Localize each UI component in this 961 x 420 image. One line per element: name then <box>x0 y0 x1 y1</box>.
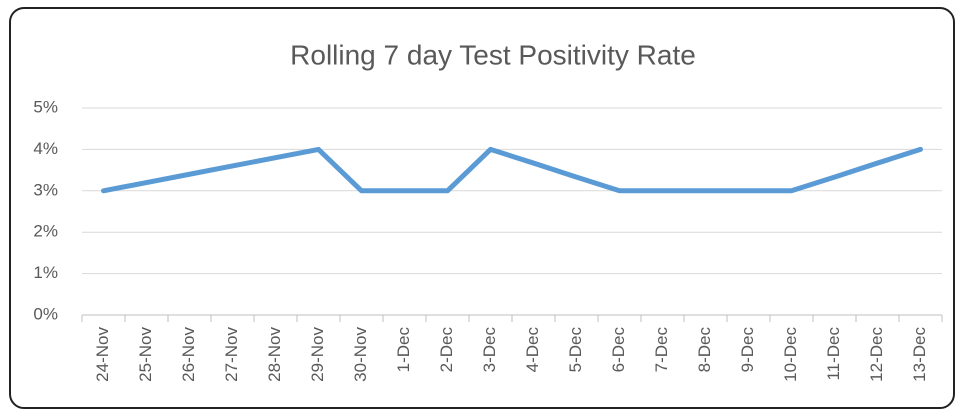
x-tick-label: 29-Nov <box>308 327 327 382</box>
x-tick-label: 9-Dec <box>738 327 757 373</box>
y-tick-label: 2% <box>33 222 58 241</box>
x-tick-label: 8-Dec <box>695 327 714 373</box>
y-tick-label: 3% <box>33 180 58 199</box>
x-tick-label: 26-Nov <box>179 327 198 382</box>
x-tick-label: 12-Dec <box>867 327 886 382</box>
x-tick-label: 10-Dec <box>781 327 800 382</box>
x-tick-label: 5-Dec <box>566 327 585 373</box>
x-tick-label: 3-Dec <box>480 327 499 373</box>
y-tick-label: 0% <box>33 304 58 323</box>
x-tick-label: 24-Nov <box>93 327 112 382</box>
x-tick-label: 28-Nov <box>265 327 284 382</box>
y-tick-label: 4% <box>33 139 58 158</box>
chart-title: Rolling 7 day Test Positivity Rate <box>290 39 696 70</box>
x-tick-label: 30-Nov <box>351 327 370 382</box>
x-tick-label: 27-Nov <box>222 327 241 382</box>
x-tick-label: 6-Dec <box>609 327 628 373</box>
x-tick-label: 1-Dec <box>394 327 413 373</box>
x-tick-label: 25-Nov <box>136 327 155 382</box>
x-tick-label: 2-Dec <box>437 327 456 373</box>
x-tick-label: 11-Dec <box>824 327 843 381</box>
x-tick-label: 4-Dec <box>523 327 542 373</box>
y-tick-label: 5% <box>33 97 58 116</box>
data-line <box>101 146 923 194</box>
x-tick-label: 7-Dec <box>652 327 671 373</box>
x-tick-label: 13-Dec <box>910 327 929 382</box>
y-tick-label: 1% <box>33 263 58 282</box>
